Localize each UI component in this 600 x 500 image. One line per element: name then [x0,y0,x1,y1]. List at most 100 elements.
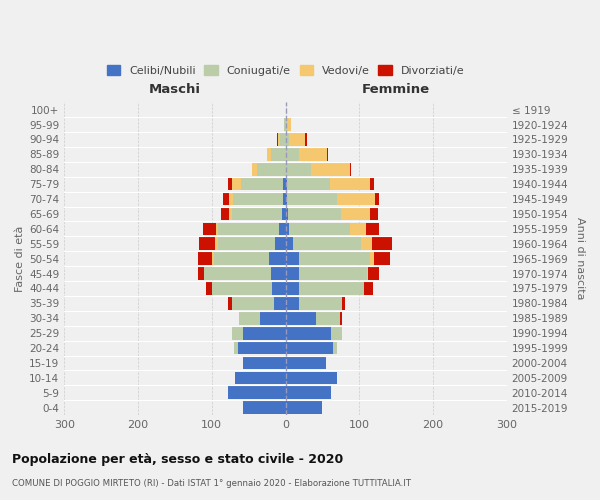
Bar [212,282,272,295]
Bar [374,252,390,265]
Bar [244,402,286,414]
Text: Femmine: Femmine [362,83,430,96]
Bar [199,267,205,280]
Bar [286,148,299,160]
Bar [311,163,350,175]
Bar [221,208,229,220]
Bar [286,133,289,146]
Bar [286,192,287,205]
Bar [286,282,299,295]
Bar [241,178,283,190]
Bar [299,148,327,160]
Bar [287,118,290,131]
Bar [284,118,286,131]
Bar [260,312,286,324]
Bar [275,238,286,250]
Bar [239,312,260,324]
Bar [199,238,215,250]
Bar [271,267,286,280]
Bar [206,282,212,295]
Bar [272,282,286,295]
Bar [229,192,233,205]
Bar [286,208,288,220]
Text: Popolazione per età, sesso e stato civile - 2020: Popolazione per età, sesso e stato civil… [12,452,343,466]
Bar [212,252,214,265]
Bar [218,238,275,250]
Bar [330,178,370,190]
Bar [228,386,286,399]
Bar [286,402,322,414]
Bar [282,208,286,220]
Bar [341,297,345,310]
Bar [364,282,373,295]
Bar [286,372,337,384]
Bar [286,222,289,235]
Bar [350,222,366,235]
Bar [286,178,287,190]
Bar [286,267,299,280]
Legend: Celibi/Nubili, Coniugati/e, Vedovi/e, Divorziati/e: Celibi/Nubili, Coniugati/e, Vedovi/e, Di… [102,61,469,80]
Bar [286,238,293,250]
Bar [203,222,216,235]
Bar [243,356,286,370]
Bar [232,208,282,220]
Bar [271,148,286,160]
Bar [232,178,241,190]
Bar [286,297,299,310]
Bar [350,163,351,175]
Bar [228,178,232,190]
Bar [286,312,316,324]
Bar [370,208,377,220]
Bar [283,192,286,205]
Bar [232,327,243,340]
Bar [235,372,286,384]
Bar [286,327,331,340]
Bar [299,282,364,295]
Bar [286,356,326,370]
Bar [257,163,286,175]
Bar [361,238,372,250]
Bar [286,118,287,131]
Bar [340,312,341,324]
Bar [287,178,330,190]
Bar [286,342,334,354]
Text: COMUNE DI POGGIO MIRTETO (RI) - Dati ISTAT 1° gennaio 2020 - Elaborazione TUTTIT: COMUNE DI POGGIO MIRTETO (RI) - Dati IST… [12,479,411,488]
Bar [229,208,232,220]
Bar [370,178,374,190]
Bar [288,208,341,220]
Bar [367,267,368,280]
Bar [287,192,337,205]
Bar [331,327,341,340]
Bar [337,192,376,205]
Bar [334,342,337,354]
Bar [228,297,232,310]
Bar [286,386,331,399]
Bar [269,252,286,265]
Y-axis label: Fasce di età: Fasce di età [15,226,25,292]
Bar [238,342,286,354]
Bar [286,163,311,175]
Bar [232,297,274,310]
Bar [372,238,392,250]
Bar [289,222,350,235]
Bar [305,133,307,146]
Bar [216,222,218,235]
Bar [267,148,271,160]
Bar [223,192,229,205]
Bar [218,222,279,235]
Bar [376,192,379,205]
Bar [214,252,269,265]
Bar [205,267,271,280]
Bar [316,312,340,324]
Bar [299,252,370,265]
Bar [299,267,367,280]
Bar [286,252,299,265]
Bar [251,163,257,175]
Bar [283,178,286,190]
Y-axis label: Anni di nascita: Anni di nascita [575,218,585,300]
Bar [368,267,379,280]
Bar [293,238,361,250]
Bar [341,208,370,220]
Bar [366,222,379,235]
Bar [327,148,328,160]
